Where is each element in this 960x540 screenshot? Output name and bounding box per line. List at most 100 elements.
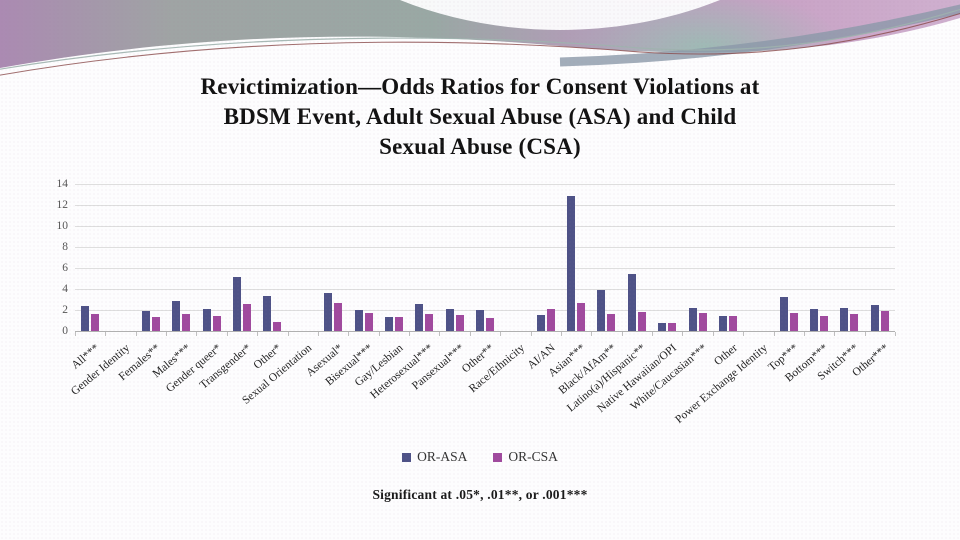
deco-white-sweep [0, 18, 960, 85]
x-axis-tick [530, 332, 532, 336]
bar-or-csa [243, 303, 252, 331]
x-axis-tick [803, 332, 805, 336]
bar-or-csa [273, 321, 282, 331]
page-title: Revictimization—Odds Ratios for Consent … [0, 72, 960, 162]
bar-or-asa [172, 300, 181, 331]
bar-or-csa [607, 314, 616, 331]
bar-or-asa [567, 195, 576, 331]
deco-slate-band [559, 4, 960, 67]
bar-or-asa [840, 307, 849, 331]
x-axis-tick [166, 332, 168, 336]
legend-swatch-or-asa [402, 452, 412, 462]
bar-or-csa [151, 317, 160, 331]
deco-red-line [0, 12, 960, 76]
bar-or-asa [627, 274, 636, 331]
legend-item-or-csa: OR-CSA [493, 449, 558, 465]
bar-or-asa [718, 316, 727, 331]
y-axis-tick-label: 10 [56, 220, 69, 232]
bar-or-asa [476, 310, 484, 331]
bar-or-asa [445, 308, 454, 331]
bar-or-csa [212, 316, 221, 331]
y-axis-tick-label: 8 [62, 241, 68, 253]
bar-or-csa [334, 302, 343, 331]
legend-item-or-asa: OR-ASA [402, 449, 467, 465]
bar-or-asa [202, 308, 211, 331]
x-axis-tick [287, 332, 289, 336]
bar-or-asa [324, 293, 333, 331]
bar-or-asa [141, 311, 150, 331]
x-axis-tick [712, 332, 714, 336]
bar-or-csa [850, 314, 859, 331]
bar-or-asa [233, 277, 242, 331]
legend-label-or-csa: OR-CSA [508, 449, 558, 464]
bar-or-csa [880, 311, 889, 331]
x-axis-tick [864, 332, 866, 336]
x-axis-tick [75, 332, 76, 336]
significance-footnote: Significant at .05*, .01**, or .001*** [372, 487, 588, 502]
deco-white-notch [400, 0, 720, 30]
x-axis-label: Other*** [674, 338, 892, 379]
y-axis-tick-label: 0 [62, 325, 68, 337]
x-axis-tick [895, 332, 896, 336]
x-axis-tick [257, 332, 259, 336]
x-axis-tick [439, 332, 441, 336]
bar-or-asa [688, 307, 697, 331]
bar-or-csa [364, 313, 373, 331]
bar-or-csa [698, 313, 707, 331]
gridline [75, 226, 895, 227]
gridline [75, 268, 895, 269]
bar-or-csa [182, 314, 191, 331]
bar-or-csa [486, 318, 494, 331]
gridline [75, 205, 895, 206]
bar-or-asa [263, 296, 272, 331]
x-axis-tick [378, 332, 380, 336]
bar-or-csa [668, 322, 677, 331]
gridline [75, 310, 895, 311]
x-axis-tick [652, 332, 654, 336]
x-axis-tick [743, 332, 745, 336]
title-line-3: Sexual Abuse (CSA) [379, 134, 581, 159]
bar-or-asa [415, 303, 424, 331]
x-axis-tick [834, 332, 836, 336]
legend-label-or-asa: OR-ASA [417, 449, 468, 464]
bar-or-csa [394, 317, 403, 331]
bar-or-asa [384, 317, 393, 331]
legend-swatch-or-csa [493, 452, 503, 462]
gridline [75, 184, 895, 185]
deco-teal-line [0, 8, 960, 70]
y-axis-tick-label: 14 [56, 178, 69, 190]
bar-or-asa [810, 308, 819, 331]
bar-or-csa [91, 314, 100, 331]
x-axis-tick [500, 332, 502, 336]
y-axis-tick-label: 2 [62, 304, 68, 316]
x-axis-tick [226, 332, 228, 336]
bar-or-asa [597, 290, 606, 331]
bar-or-asa [779, 297, 788, 331]
x-axis-tick [682, 332, 684, 336]
bar-or-csa [637, 312, 646, 331]
y-axis-tick-label: 6 [62, 262, 68, 274]
bar-or-csa [455, 315, 464, 331]
x-axis-tick [135, 332, 137, 336]
chart-legend: OR-ASA OR-CSA [0, 449, 960, 465]
y-axis-tick-label: 4 [62, 283, 68, 295]
y-axis-tick-label: 12 [56, 199, 69, 211]
x-axis-tick [348, 332, 350, 336]
x-axis-tick [317, 332, 319, 336]
bar-or-csa [425, 314, 434, 331]
bar-or-asa [870, 304, 879, 331]
x-axis-line [75, 331, 895, 332]
bar-or-csa [577, 302, 586, 331]
x-axis-label-text: Other*** [850, 342, 892, 380]
bar-or-csa [820, 316, 829, 331]
gridline [75, 289, 895, 290]
gridline [75, 247, 895, 248]
bar-or-asa [658, 322, 667, 331]
bar-or-csa [728, 316, 737, 331]
bar-or-asa [354, 310, 363, 331]
bar-or-asa [536, 315, 545, 331]
x-axis-tick [105, 332, 107, 336]
x-axis-tick [773, 332, 775, 336]
